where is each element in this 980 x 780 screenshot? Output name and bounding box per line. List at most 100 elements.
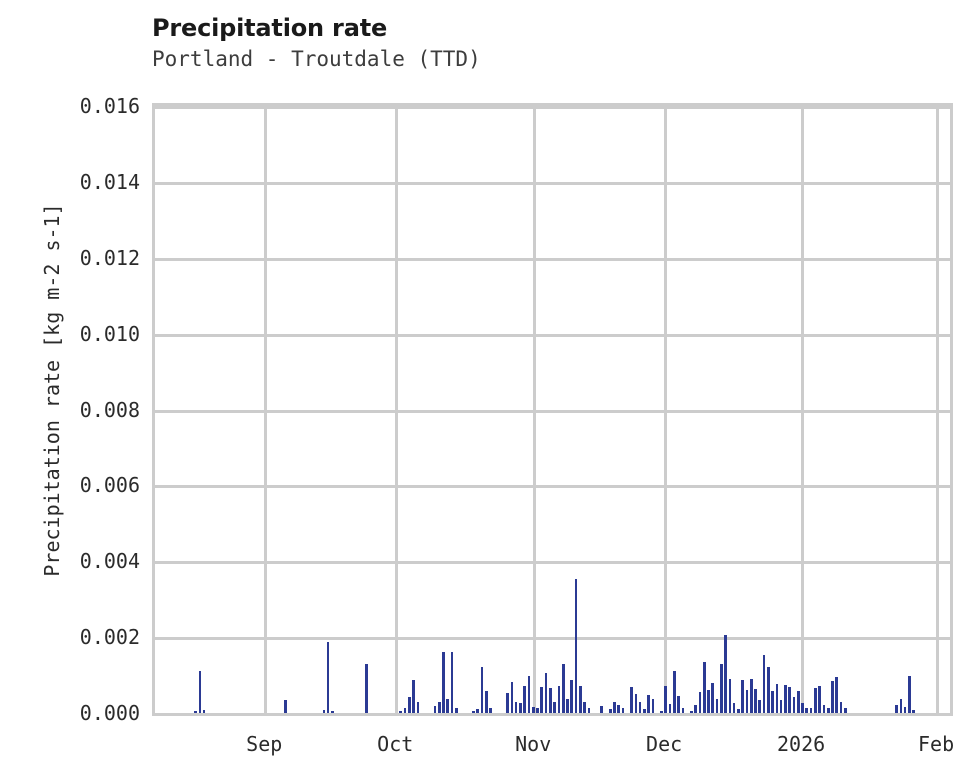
title-block: Precipitation rate Portland - Troutdale … xyxy=(152,14,481,73)
y-tick-label: 0.012 xyxy=(79,245,140,270)
bar xyxy=(903,706,907,713)
plot-area xyxy=(152,103,953,716)
bar xyxy=(711,683,715,713)
bar xyxy=(365,663,368,713)
bar xyxy=(326,642,330,713)
bar xyxy=(715,699,719,713)
bar xyxy=(660,710,663,713)
bar xyxy=(792,697,796,713)
bar xyxy=(450,652,454,713)
bar xyxy=(442,651,445,713)
bar xyxy=(557,686,561,713)
gridline-horizontal xyxy=(155,257,950,261)
bar xyxy=(720,663,723,713)
bar xyxy=(758,700,762,713)
bar xyxy=(899,698,903,713)
chart-subtitle: Portland - Troutdale (TTD) xyxy=(152,47,481,71)
bar xyxy=(566,699,569,713)
bar xyxy=(647,694,650,713)
bar xyxy=(843,707,847,713)
bar xyxy=(835,676,839,713)
bar xyxy=(544,672,548,713)
bar xyxy=(771,691,774,713)
bar xyxy=(437,701,441,713)
bar xyxy=(527,676,531,713)
bar xyxy=(484,691,488,713)
bar xyxy=(668,703,672,713)
bar xyxy=(617,704,621,713)
bar xyxy=(284,700,287,713)
bar xyxy=(476,709,480,713)
bar xyxy=(767,666,770,713)
bar xyxy=(519,703,522,713)
bar xyxy=(472,710,475,713)
bar xyxy=(531,706,535,713)
bar xyxy=(741,680,745,713)
bar xyxy=(908,676,911,713)
bar xyxy=(779,700,783,713)
bar xyxy=(839,701,843,713)
chart-title: Precipitation rate xyxy=(152,14,388,42)
bar xyxy=(578,686,582,713)
bar xyxy=(895,704,898,713)
bar xyxy=(322,709,326,713)
bar xyxy=(677,696,680,713)
bar xyxy=(399,710,403,713)
bar xyxy=(510,681,514,713)
bar xyxy=(433,706,437,713)
bar xyxy=(630,687,633,713)
bar xyxy=(724,634,727,713)
bar xyxy=(523,685,527,713)
x-tick-label: Dec xyxy=(646,732,683,756)
gridline-horizontal xyxy=(155,181,950,185)
bar xyxy=(600,706,603,713)
bar xyxy=(514,702,518,713)
bar xyxy=(818,686,821,713)
y-tick-label: 0.004 xyxy=(79,549,140,574)
bar xyxy=(737,709,740,713)
bar xyxy=(194,711,197,713)
bar xyxy=(749,678,753,713)
bar xyxy=(403,708,407,713)
bar xyxy=(553,701,556,713)
bar xyxy=(455,708,458,713)
bar xyxy=(754,689,757,713)
bar xyxy=(707,690,710,713)
x-tick-label: 2026 xyxy=(777,732,826,756)
bar xyxy=(826,708,830,713)
bar xyxy=(536,707,539,713)
x-tick-label: Oct xyxy=(377,732,414,756)
bar xyxy=(775,684,779,713)
bar xyxy=(331,710,334,713)
bar xyxy=(643,709,646,713)
bar xyxy=(814,687,817,713)
bar xyxy=(638,702,642,713)
bar xyxy=(651,698,655,713)
bar xyxy=(549,687,552,713)
y-tick-label: 0.014 xyxy=(79,169,140,194)
bar xyxy=(822,705,826,713)
bar xyxy=(728,678,732,713)
bar xyxy=(784,684,787,713)
bar xyxy=(416,702,420,713)
y-tick-labels: 0.000 0.002 0.004 0.006 0.008 0.010 0.012 0.014… xyxy=(0,0,140,780)
bar xyxy=(561,664,565,713)
bar xyxy=(489,707,492,713)
bar xyxy=(732,703,736,713)
bar xyxy=(634,694,638,713)
x-tick-label: Nov xyxy=(515,732,552,756)
gridline-horizontal xyxy=(155,333,950,337)
bar xyxy=(480,667,484,713)
bar xyxy=(912,709,915,713)
bar xyxy=(694,705,697,713)
bar xyxy=(796,691,800,713)
bar xyxy=(809,708,813,713)
bar xyxy=(801,703,804,713)
bar xyxy=(681,708,685,713)
bar xyxy=(587,707,591,713)
bar xyxy=(608,709,612,713)
bar xyxy=(583,701,586,713)
y-tick-label: 0.008 xyxy=(79,397,140,422)
